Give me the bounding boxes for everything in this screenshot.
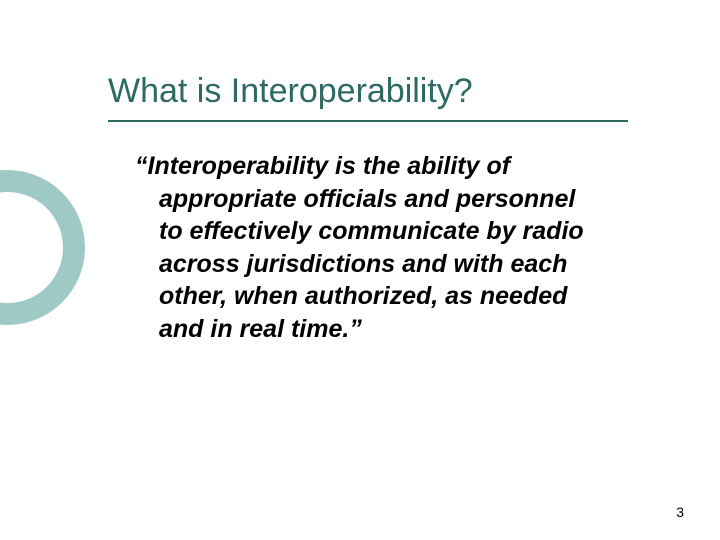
circle-decoration [0, 170, 85, 325]
body-paragraph: “Interoperability is the ability of appr… [135, 150, 605, 345]
title-underline [108, 120, 628, 122]
slide-body: “Interoperability is the ability of appr… [135, 150, 605, 345]
slide: What is Interoperability? “Interoperabil… [0, 0, 720, 540]
page-number: 3 [676, 504, 684, 520]
slide-title: What is Interoperability? [108, 72, 473, 111]
